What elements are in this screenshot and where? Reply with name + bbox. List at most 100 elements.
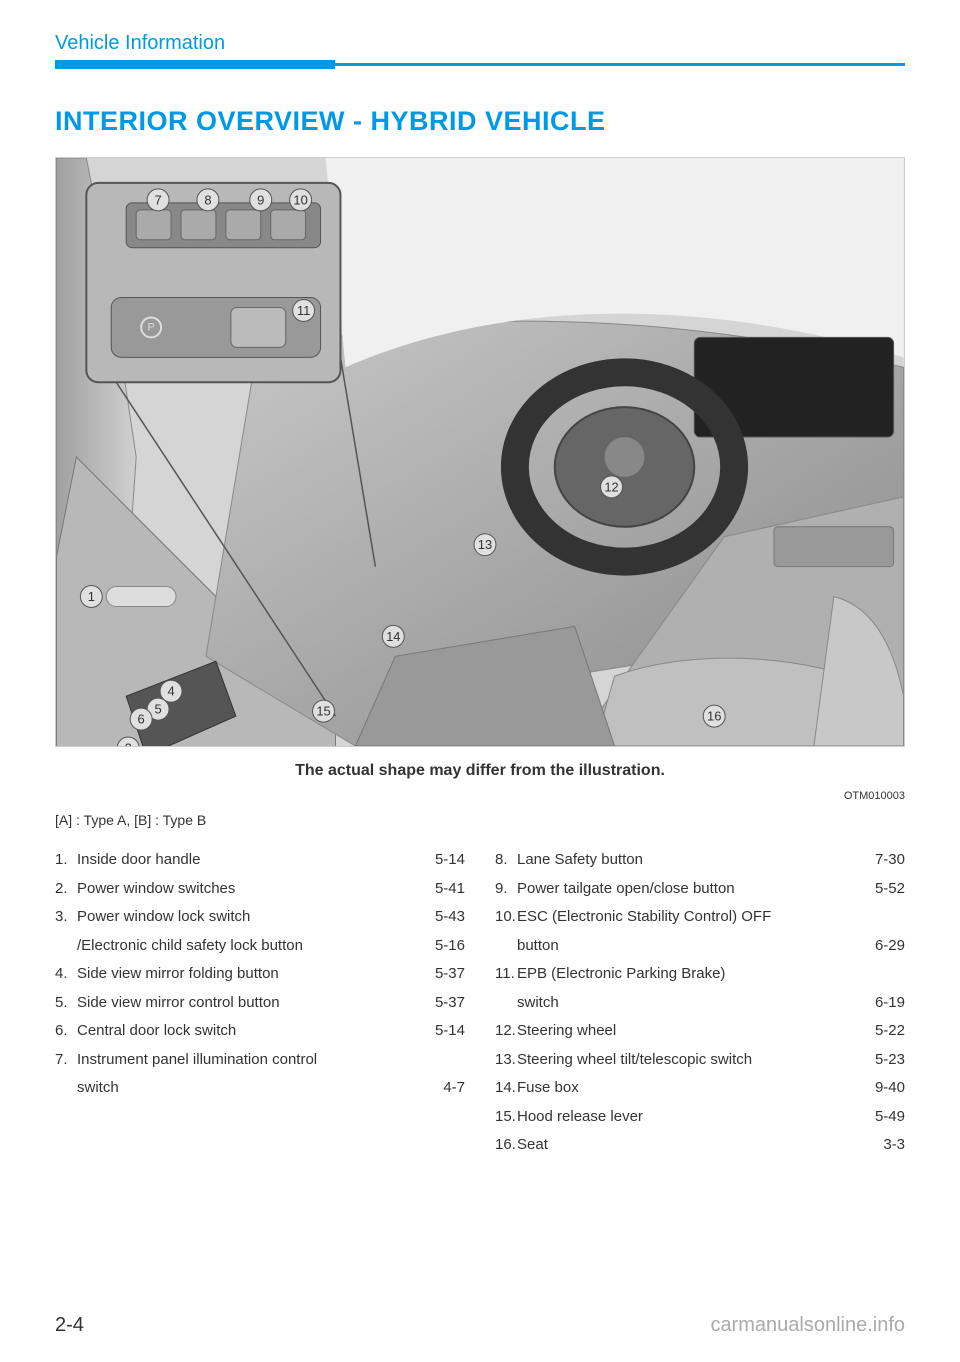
item-number: 7.	[55, 1046, 77, 1075]
reference-item: 13.Steering wheel tilt/telescopic switch…	[495, 1046, 905, 1075]
item-page: 5-37	[433, 960, 465, 989]
reference-item: 16.Seat 3-3	[495, 1131, 905, 1160]
callout-number: 14	[386, 629, 400, 644]
reference-item: 12.Steering wheel 5-22	[495, 1017, 905, 1046]
callout-number: 13	[478, 537, 492, 552]
item-number: 14.	[495, 1074, 517, 1103]
reference-item: 6.Central door lock switch 5-14	[55, 1017, 465, 1046]
item-page: 5-14	[433, 1017, 465, 1046]
callout-number: 11	[297, 303, 310, 318]
item-page: 4-7	[441, 1074, 465, 1103]
reference-item: 14.Fuse box 9-40	[495, 1074, 905, 1103]
item-number: 8.	[495, 846, 517, 875]
reference-item: 10.ESC (Electronic Stability Control) OF…	[495, 903, 905, 932]
right-column: 8.Lane Safety button 7-309.Power tailgat…	[495, 846, 905, 1160]
reference-item: 3.Power window lock switch 5-43	[55, 903, 465, 932]
item-number: 9.	[495, 875, 517, 904]
item-label: switch	[77, 1074, 119, 1103]
item-page: 3-3	[881, 1131, 905, 1160]
item-number: 6.	[55, 1017, 77, 1046]
item-page: 5-22	[873, 1017, 905, 1046]
item-label: Instrument panel illumination control	[77, 1046, 317, 1075]
item-number: 10.	[495, 903, 517, 932]
item-number: 16.	[495, 1131, 517, 1160]
item-label: button	[517, 932, 559, 961]
reference-item: 9.Power tailgate open/close button 5-52	[495, 875, 905, 904]
item-page: 5-37	[433, 989, 465, 1018]
item-label: Steering wheel tilt/telescopic switch	[517, 1046, 752, 1075]
reference-item-continuation: switch 6-19	[495, 989, 905, 1018]
item-number: 11.	[495, 960, 517, 989]
callout-number: 8	[204, 192, 211, 207]
item-number: 2.	[55, 875, 77, 904]
page-number: 2-4	[55, 1314, 84, 1337]
reference-item-continuation: switch 4-7	[55, 1074, 465, 1103]
page-title: INTERIOR OVERVIEW - HYBRID VEHICLE	[55, 106, 905, 137]
item-label: Hood release lever	[517, 1103, 643, 1132]
svg-text:P: P	[147, 321, 154, 333]
reference-item-continuation: button 6-29	[495, 932, 905, 961]
item-number: 5.	[55, 989, 77, 1018]
callout-number: 2	[125, 740, 132, 746]
callout-number: 12	[604, 479, 618, 494]
item-label: /Electronic child safety lock button	[77, 932, 303, 961]
item-page: 5-49	[873, 1103, 905, 1132]
item-page: 6-29	[873, 932, 905, 961]
watermark: carmanualsonline.info	[710, 1314, 905, 1337]
item-number: 4.	[55, 960, 77, 989]
item-number: 15.	[495, 1103, 517, 1132]
callout-number: 7	[154, 192, 161, 207]
item-page: 5-43	[433, 903, 465, 932]
item-page: 5-52	[873, 875, 905, 904]
item-number: 1.	[55, 846, 77, 875]
item-number: 3.	[55, 903, 77, 932]
reference-item: 4.Side view mirror folding button 5-37	[55, 960, 465, 989]
callout-number: 6	[138, 712, 145, 727]
item-page: 7-30	[873, 846, 905, 875]
reference-columns: 1.Inside door handle5-142.Power window s…	[55, 846, 905, 1160]
illustration-svg: P 122345678910111213141516	[56, 158, 904, 746]
item-label: Power window switches	[77, 875, 235, 904]
header-rule	[55, 63, 905, 66]
reference-item: 11.EPB (Electronic Parking Brake)	[495, 960, 905, 989]
item-label: Central door lock switch	[77, 1017, 236, 1046]
reference-item: 8.Lane Safety button 7-30	[495, 846, 905, 875]
item-label: EPB (Electronic Parking Brake)	[517, 960, 725, 989]
callout-number: 5	[154, 702, 161, 717]
item-label: Power window lock switch	[77, 903, 250, 932]
item-page: 5-41	[433, 875, 465, 904]
item-page: 5-23	[873, 1046, 905, 1075]
item-label: Power tailgate open/close button	[517, 875, 735, 904]
type-note: [A] : Type A, [B] : Type B	[55, 812, 905, 828]
item-label: Seat	[517, 1131, 548, 1160]
item-label: Inside door handle	[77, 846, 200, 875]
reference-item: 5.Side view mirror control button 5-37	[55, 989, 465, 1018]
left-column: 1.Inside door handle5-142.Power window s…	[55, 846, 465, 1160]
reference-item: 1.Inside door handle5-14	[55, 846, 465, 875]
reference-item: 2.Power window switches 5-41	[55, 875, 465, 904]
item-label: Side view mirror folding button	[77, 960, 279, 989]
section-header: Vehicle Information	[55, 32, 905, 55]
callout-number: 15	[316, 704, 330, 719]
page-container: Vehicle Information INTERIOR OVERVIEW - …	[0, 0, 960, 1362]
item-page: 9-40	[873, 1074, 905, 1103]
item-label: Steering wheel	[517, 1017, 616, 1046]
interior-illustration: P 122345678910111213141516	[55, 157, 905, 747]
reference-item: 15.Hood release lever 5-49	[495, 1103, 905, 1132]
callout-number: 1	[88, 589, 95, 604]
item-page: 5-16	[433, 932, 465, 961]
item-label: Side view mirror control button	[77, 989, 280, 1018]
item-number: 12.	[495, 1017, 517, 1046]
figure-caption: The actual shape may differ from the ill…	[55, 762, 905, 780]
reference-item: 7.Instrument panel illumination control	[55, 1046, 465, 1075]
item-label: Lane Safety button	[517, 846, 643, 875]
callout-number: 9	[257, 192, 264, 207]
item-page: 6-19	[873, 989, 905, 1018]
figure-code: OTM010003	[55, 790, 905, 802]
callout-number: 4	[167, 684, 174, 699]
callout-number: 16	[707, 709, 721, 724]
item-label: switch	[517, 989, 559, 1018]
callout-number: 10	[293, 192, 307, 207]
item-label: Fuse box	[517, 1074, 579, 1103]
reference-item-continuation: /Electronic child safety lock button 5-1…	[55, 932, 465, 961]
